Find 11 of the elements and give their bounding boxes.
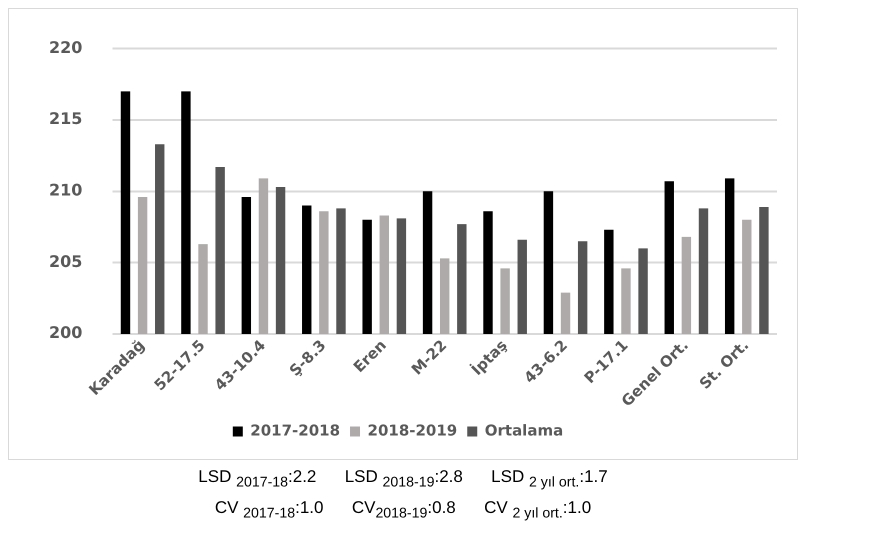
y-tick-label: 220 [48,38,82,57]
y-tick-label: 200 [48,323,82,342]
legend-label: 2017-2018 [250,421,340,440]
text: CV $_{2017-18}$:1.0 CV$_{2018-19}$:0.8 CV $_{2 yıl ort.}$:1.0 [214,497,592,524]
y-tick-label: 210 [48,180,82,200]
legend-label: 2018-2019 [368,421,458,440]
x-tick-label: St. Ort. [696,336,752,393]
y-tick-label: 215 [48,109,82,128]
y-tick-label: 205 [48,252,82,271]
legend-label: Ortalama [484,421,564,440]
text: LSD $_{2017-18}$:2.2 LSD $_{2018-19}$:2.8 LSD $_{2 yıl ort.}$:1.7 [197,466,609,492]
